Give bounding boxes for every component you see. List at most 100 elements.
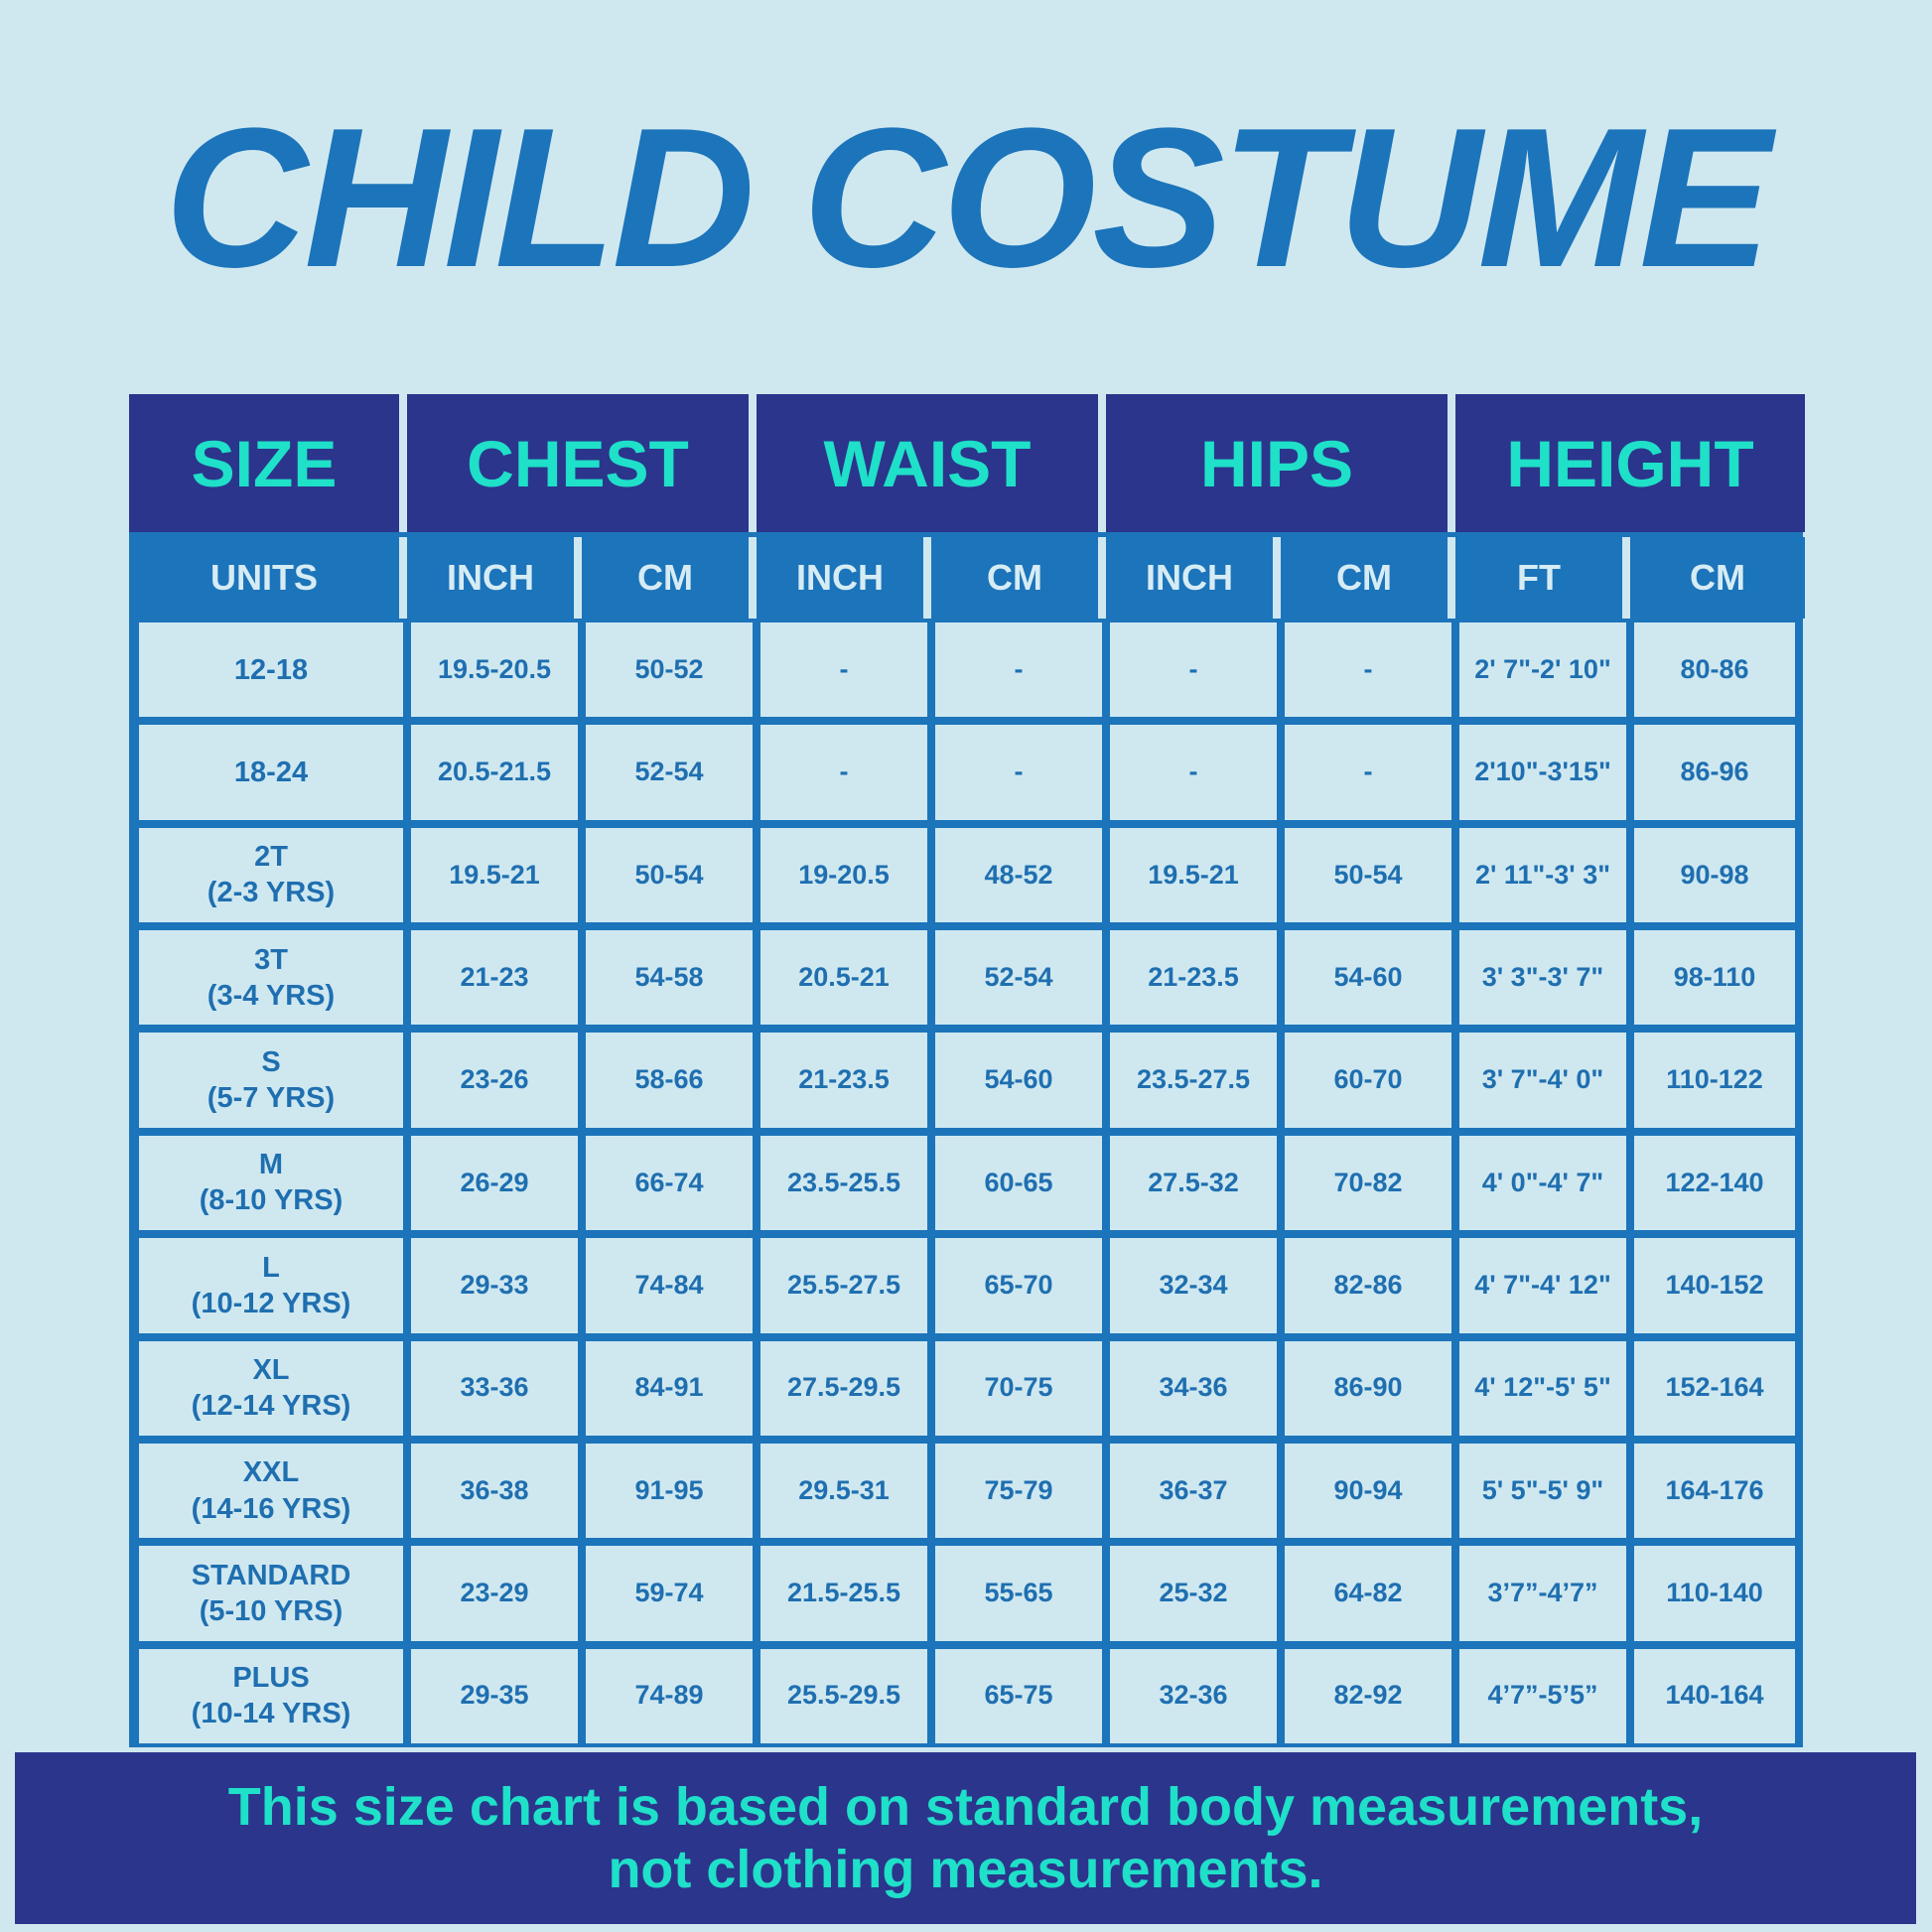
table-cell: - <box>935 725 1102 820</box>
size-cell: XXL (14-16 YRS) <box>139 1443 403 1539</box>
table-cell: 2'10"-3'15" <box>1459 725 1626 820</box>
table-cell: 70-75 <box>935 1340 1102 1436</box>
table-cell: 19.5-20.5 <box>411 622 578 718</box>
table-cell: 70-82 <box>1285 1135 1451 1231</box>
table-cell: 25-32 <box>1110 1546 1277 1641</box>
size-cell: M (8-10 YRS) <box>139 1135 403 1231</box>
size-cell: 3T (3-4 YRS) <box>139 930 403 1026</box>
table-cell: 110-140 <box>1634 1546 1795 1641</box>
table-cell: 20.5-21 <box>760 930 927 1026</box>
table-cell: 50-54 <box>1285 827 1451 923</box>
table-cell: 54-60 <box>935 1033 1102 1128</box>
table-cell: 3' 3"-3' 7" <box>1459 930 1626 1026</box>
size-cell: 2T (2-3 YRS) <box>139 827 403 923</box>
table-cell: 23.5-27.5 <box>1110 1033 1277 1128</box>
size-cell: PLUS (10-14 YRS) <box>139 1648 403 1743</box>
table-cell: 75-79 <box>935 1443 1102 1539</box>
table-cell: 21.5-25.5 <box>760 1546 927 1641</box>
table-cell: 60-70 <box>1285 1033 1451 1128</box>
table-cell: 140-152 <box>1634 1238 1795 1333</box>
size-cell: S (5-7 YRS) <box>139 1033 403 1128</box>
unit-header: FT <box>1455 537 1622 619</box>
table-cell: 3' 7"-4' 0" <box>1459 1033 1626 1128</box>
table-cell: 23-26 <box>411 1033 578 1128</box>
table-cell: 54-60 <box>1285 930 1451 1026</box>
units-row: UNITS INCH CM INCH CM INCH CM FT CM <box>129 537 1805 619</box>
table-cell: - <box>760 725 927 820</box>
table-cell: 27.5-29.5 <box>760 1340 927 1436</box>
table-cell: 74-89 <box>586 1648 753 1743</box>
table-cell: 59-74 <box>586 1546 753 1641</box>
table-cell: 110-122 <box>1634 1033 1795 1128</box>
table-cell: 26-29 <box>411 1135 578 1231</box>
page-title: CHILD COSTUME <box>164 87 1772 309</box>
size-cell: L (10-12 YRS) <box>139 1238 403 1333</box>
table-cell: 2' 11"-3' 3" <box>1459 827 1626 923</box>
table-cell: 20.5-21.5 <box>411 725 578 820</box>
table-cell: 60-65 <box>935 1135 1102 1231</box>
table-cell: 50-52 <box>586 622 753 718</box>
unit-header: INCH <box>407 537 574 619</box>
column-header: HEIGHT <box>1455 394 1805 532</box>
table-cell: 164-176 <box>1634 1443 1795 1539</box>
table-cell: 140-164 <box>1634 1648 1795 1743</box>
table-cell: 23-29 <box>411 1546 578 1641</box>
table-cell: 25.5-29.5 <box>760 1648 927 1743</box>
group-header-row: SIZE CHEST WAIST HIPS HEIGHT <box>129 394 1805 532</box>
unit-header: CM <box>582 537 749 619</box>
table-cell: 58-66 <box>586 1033 753 1128</box>
table-cell: 25.5-27.5 <box>760 1238 927 1333</box>
unit-header: CM <box>1630 537 1805 619</box>
footer-line-2: not clothing measurements. <box>608 1839 1323 1899</box>
table-cell: 65-70 <box>935 1238 1102 1333</box>
table-cell: - <box>935 622 1102 718</box>
size-chart-table: SIZE CHEST WAIST HIPS HEIGHT UNITS INCH CM INCH… <box>129 394 1805 1747</box>
table-cell: 74-84 <box>586 1238 753 1333</box>
table-cell: 19-20.5 <box>760 827 927 923</box>
table-cell: 33-36 <box>411 1340 578 1436</box>
unit-header: CM <box>931 537 1098 619</box>
table-cell: 65-75 <box>935 1648 1102 1743</box>
unit-header: UNITS <box>129 537 399 619</box>
table-cell: 21-23.5 <box>1110 930 1277 1026</box>
table-cell: - <box>1285 725 1451 820</box>
table-cell: 50-54 <box>586 827 753 923</box>
footer-note: This size chart is based on standard bod… <box>15 1752 1916 1924</box>
table-cell: 90-98 <box>1634 827 1795 923</box>
table-cell: 4' 7"-4' 12" <box>1459 1238 1626 1333</box>
table-cell: 54-58 <box>586 930 753 1026</box>
table-cell: 91-95 <box>586 1443 753 1539</box>
table-cell: - <box>1285 622 1451 718</box>
table-body: 12-18 19.5-20.5 50-52- - - -2' 7"-2' 10" 80-86… <box>129 619 1803 1747</box>
table-cell: 5' 5"-5' 9" <box>1459 1443 1626 1539</box>
table-cell: 21-23.5 <box>760 1033 927 1128</box>
unit-header: CM <box>1281 537 1448 619</box>
table-cell: 36-37 <box>1110 1443 1277 1539</box>
table-cell: 52-54 <box>935 930 1102 1026</box>
table-cell: 32-34 <box>1110 1238 1277 1333</box>
table-cell: 55-65 <box>935 1546 1102 1641</box>
unit-header: INCH <box>757 537 923 619</box>
table-cell: 64-82 <box>1285 1546 1451 1641</box>
table-cell: 29.5-31 <box>760 1443 927 1539</box>
table-cell: 82-86 <box>1285 1238 1451 1333</box>
table-cell: 86-96 <box>1634 725 1795 820</box>
table-cell: 122-140 <box>1634 1135 1795 1231</box>
size-cell: STANDARD (5-10 YRS) <box>139 1546 403 1641</box>
size-cell: 18-24 <box>139 725 403 820</box>
column-header: WAIST <box>757 394 1098 532</box>
footer-line-1: This size chart is based on standard bod… <box>227 1777 1704 1838</box>
table-cell: 48-52 <box>935 827 1102 923</box>
table-cell: 2' 7"-2' 10" <box>1459 622 1626 718</box>
table-cell: 32-36 <box>1110 1648 1277 1743</box>
table-cell: - <box>1110 725 1277 820</box>
column-header: SIZE <box>129 394 399 532</box>
table-cell: 34-36 <box>1110 1340 1277 1436</box>
table-cell: 36-38 <box>411 1443 578 1539</box>
table-cell: 29-33 <box>411 1238 578 1333</box>
table-cell: 52-54 <box>586 725 753 820</box>
table-cell: 27.5-32 <box>1110 1135 1277 1231</box>
table-cell: 19.5-21 <box>411 827 578 923</box>
table-cell: 4’7”-5’5” <box>1459 1648 1626 1743</box>
table-cell: 29-35 <box>411 1648 578 1743</box>
